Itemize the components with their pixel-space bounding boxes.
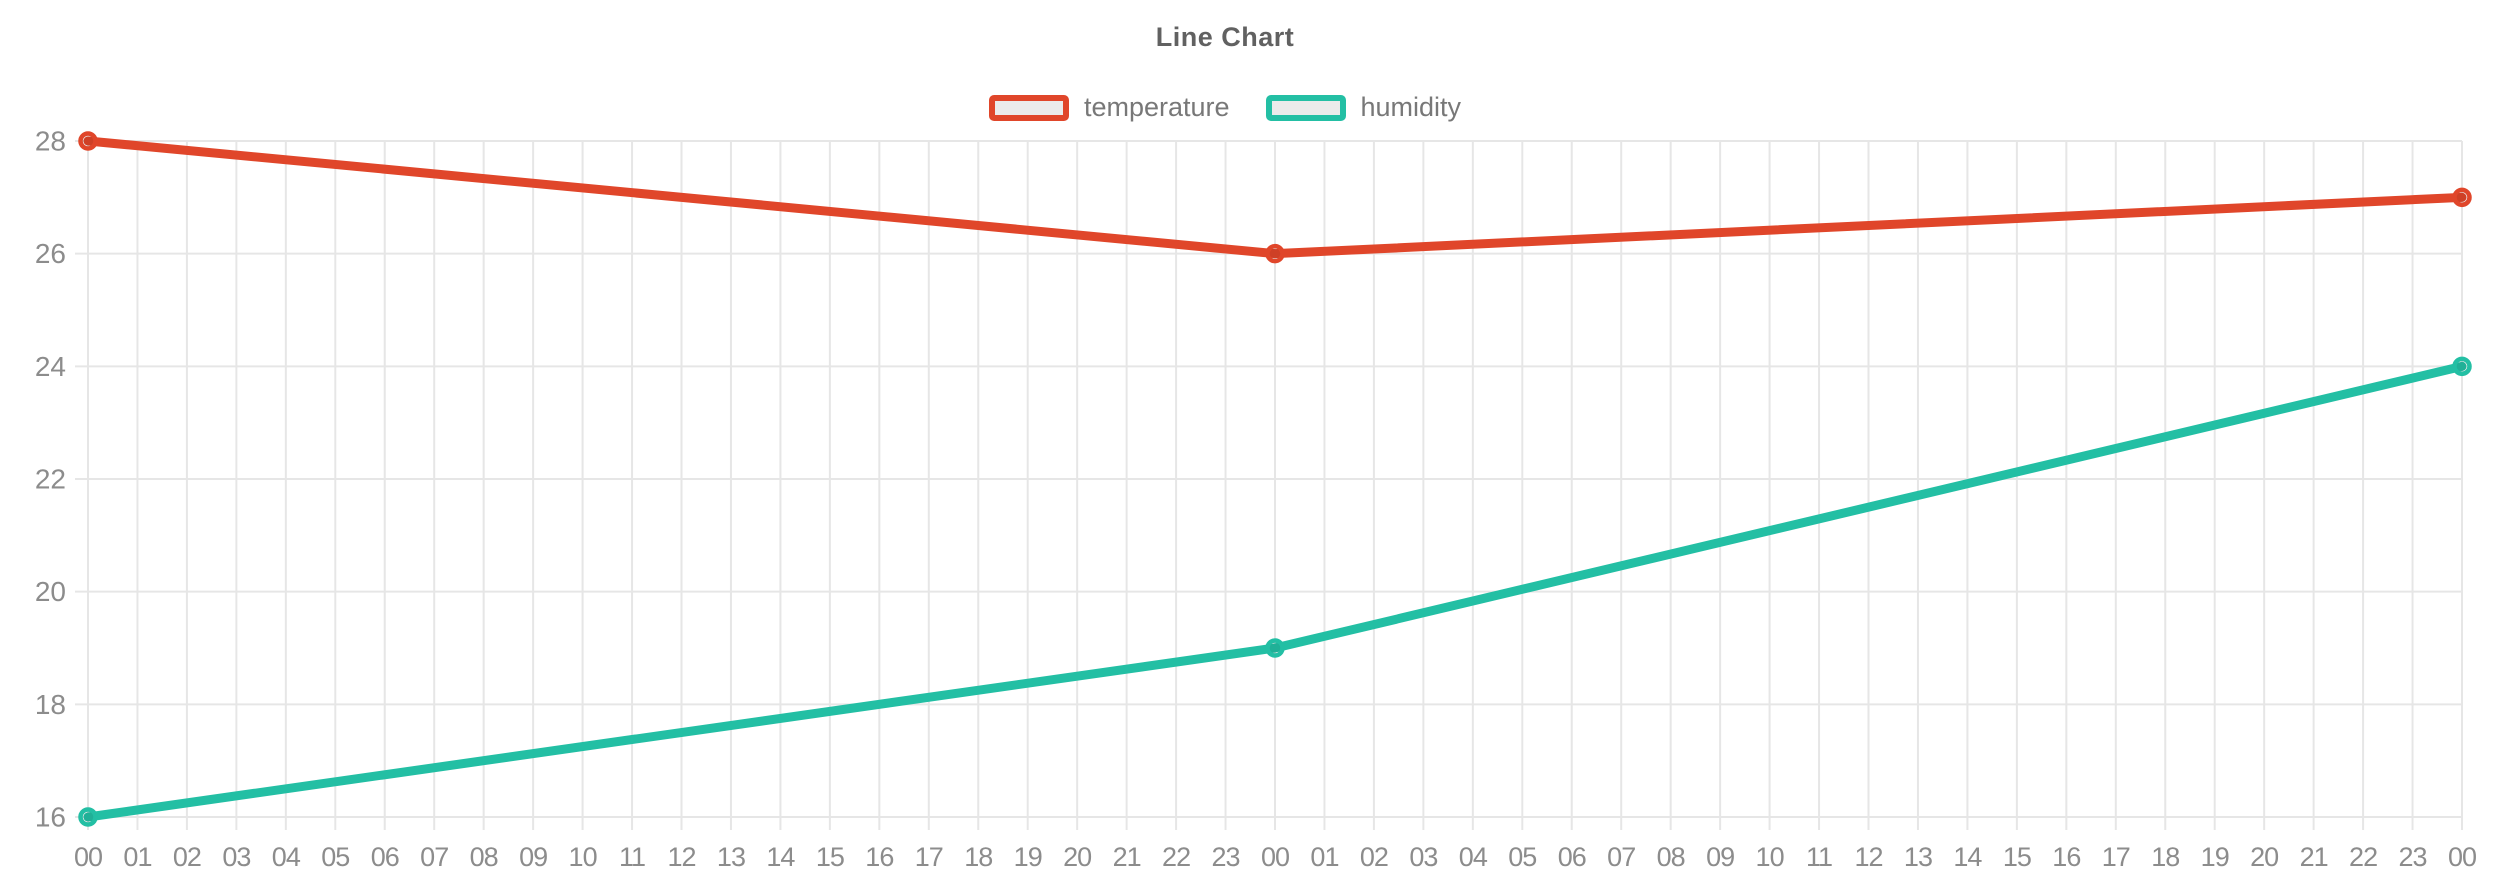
svg-text:21: 21 — [2300, 842, 2328, 872]
svg-text:00: 00 — [1261, 842, 1289, 872]
svg-text:09: 09 — [519, 842, 547, 872]
svg-text:07: 07 — [420, 842, 448, 872]
svg-text:08: 08 — [1657, 842, 1685, 872]
svg-text:03: 03 — [222, 842, 250, 872]
svg-text:07: 07 — [1607, 842, 1635, 872]
svg-text:10: 10 — [1756, 842, 1784, 872]
svg-text:18: 18 — [35, 689, 66, 720]
legend-item-temperature[interactable]: temperature — [988, 92, 1230, 123]
svg-text:03: 03 — [1409, 842, 1437, 872]
svg-text:14: 14 — [1953, 842, 1982, 872]
svg-text:13: 13 — [1904, 842, 1932, 872]
svg-text:05: 05 — [1508, 842, 1536, 872]
svg-text:04: 04 — [1459, 842, 1488, 872]
svg-text:20: 20 — [2250, 842, 2278, 872]
svg-text:16: 16 — [35, 802, 66, 833]
svg-text:18: 18 — [2151, 842, 2179, 872]
svg-text:13: 13 — [717, 842, 745, 872]
chart-legend: temperature humidity — [0, 92, 2450, 123]
svg-text:04: 04 — [272, 842, 301, 872]
svg-text:08: 08 — [470, 842, 498, 872]
svg-text:02: 02 — [173, 842, 201, 872]
svg-text:23: 23 — [1212, 842, 1240, 872]
svg-text:20: 20 — [35, 576, 66, 607]
svg-text:10: 10 — [569, 842, 597, 872]
svg-text:15: 15 — [2003, 842, 2031, 872]
svg-text:26: 26 — [35, 238, 66, 269]
svg-text:22: 22 — [1162, 842, 1190, 872]
svg-text:18: 18 — [964, 842, 992, 872]
svg-text:24: 24 — [35, 351, 66, 382]
chart-title: Line Chart — [1155, 22, 1295, 52]
svg-text:11: 11 — [1806, 842, 1832, 872]
svg-text:23: 23 — [2399, 842, 2427, 872]
humidity-swatch-icon — [1265, 94, 1346, 121]
svg-text:06: 06 — [1558, 842, 1586, 872]
legend-label-temperature: temperature — [1083, 92, 1230, 122]
svg-text:19: 19 — [2201, 842, 2229, 872]
svg-text:16: 16 — [2052, 842, 2080, 872]
svg-text:21: 21 — [1113, 842, 1141, 872]
svg-text:00: 00 — [74, 842, 102, 872]
svg-text:16: 16 — [865, 842, 893, 872]
legend-label-humidity: humidity — [1360, 92, 1462, 122]
svg-text:19: 19 — [1014, 842, 1042, 872]
svg-text:11: 11 — [619, 842, 645, 872]
svg-text:15: 15 — [816, 842, 844, 872]
svg-text:17: 17 — [915, 842, 943, 872]
svg-text:00: 00 — [2448, 842, 2476, 872]
svg-text:12: 12 — [667, 842, 695, 872]
svg-text:28: 28 — [35, 126, 66, 157]
svg-text:20: 20 — [1063, 842, 1091, 872]
temperature-swatch-icon — [988, 94, 1069, 121]
svg-text:05: 05 — [321, 842, 349, 872]
svg-text:22: 22 — [35, 464, 66, 495]
svg-text:14: 14 — [766, 842, 795, 872]
svg-text:01: 01 — [1310, 842, 1338, 872]
svg-text:12: 12 — [1854, 842, 1882, 872]
svg-text:09: 09 — [1706, 842, 1734, 872]
legend-item-humidity[interactable]: humidity — [1265, 92, 1462, 123]
svg-text:22: 22 — [2349, 842, 2377, 872]
svg-text:01: 01 — [123, 842, 151, 872]
svg-text:17: 17 — [2102, 842, 2130, 872]
svg-text:02: 02 — [1360, 842, 1388, 872]
svg-text:06: 06 — [371, 842, 399, 872]
